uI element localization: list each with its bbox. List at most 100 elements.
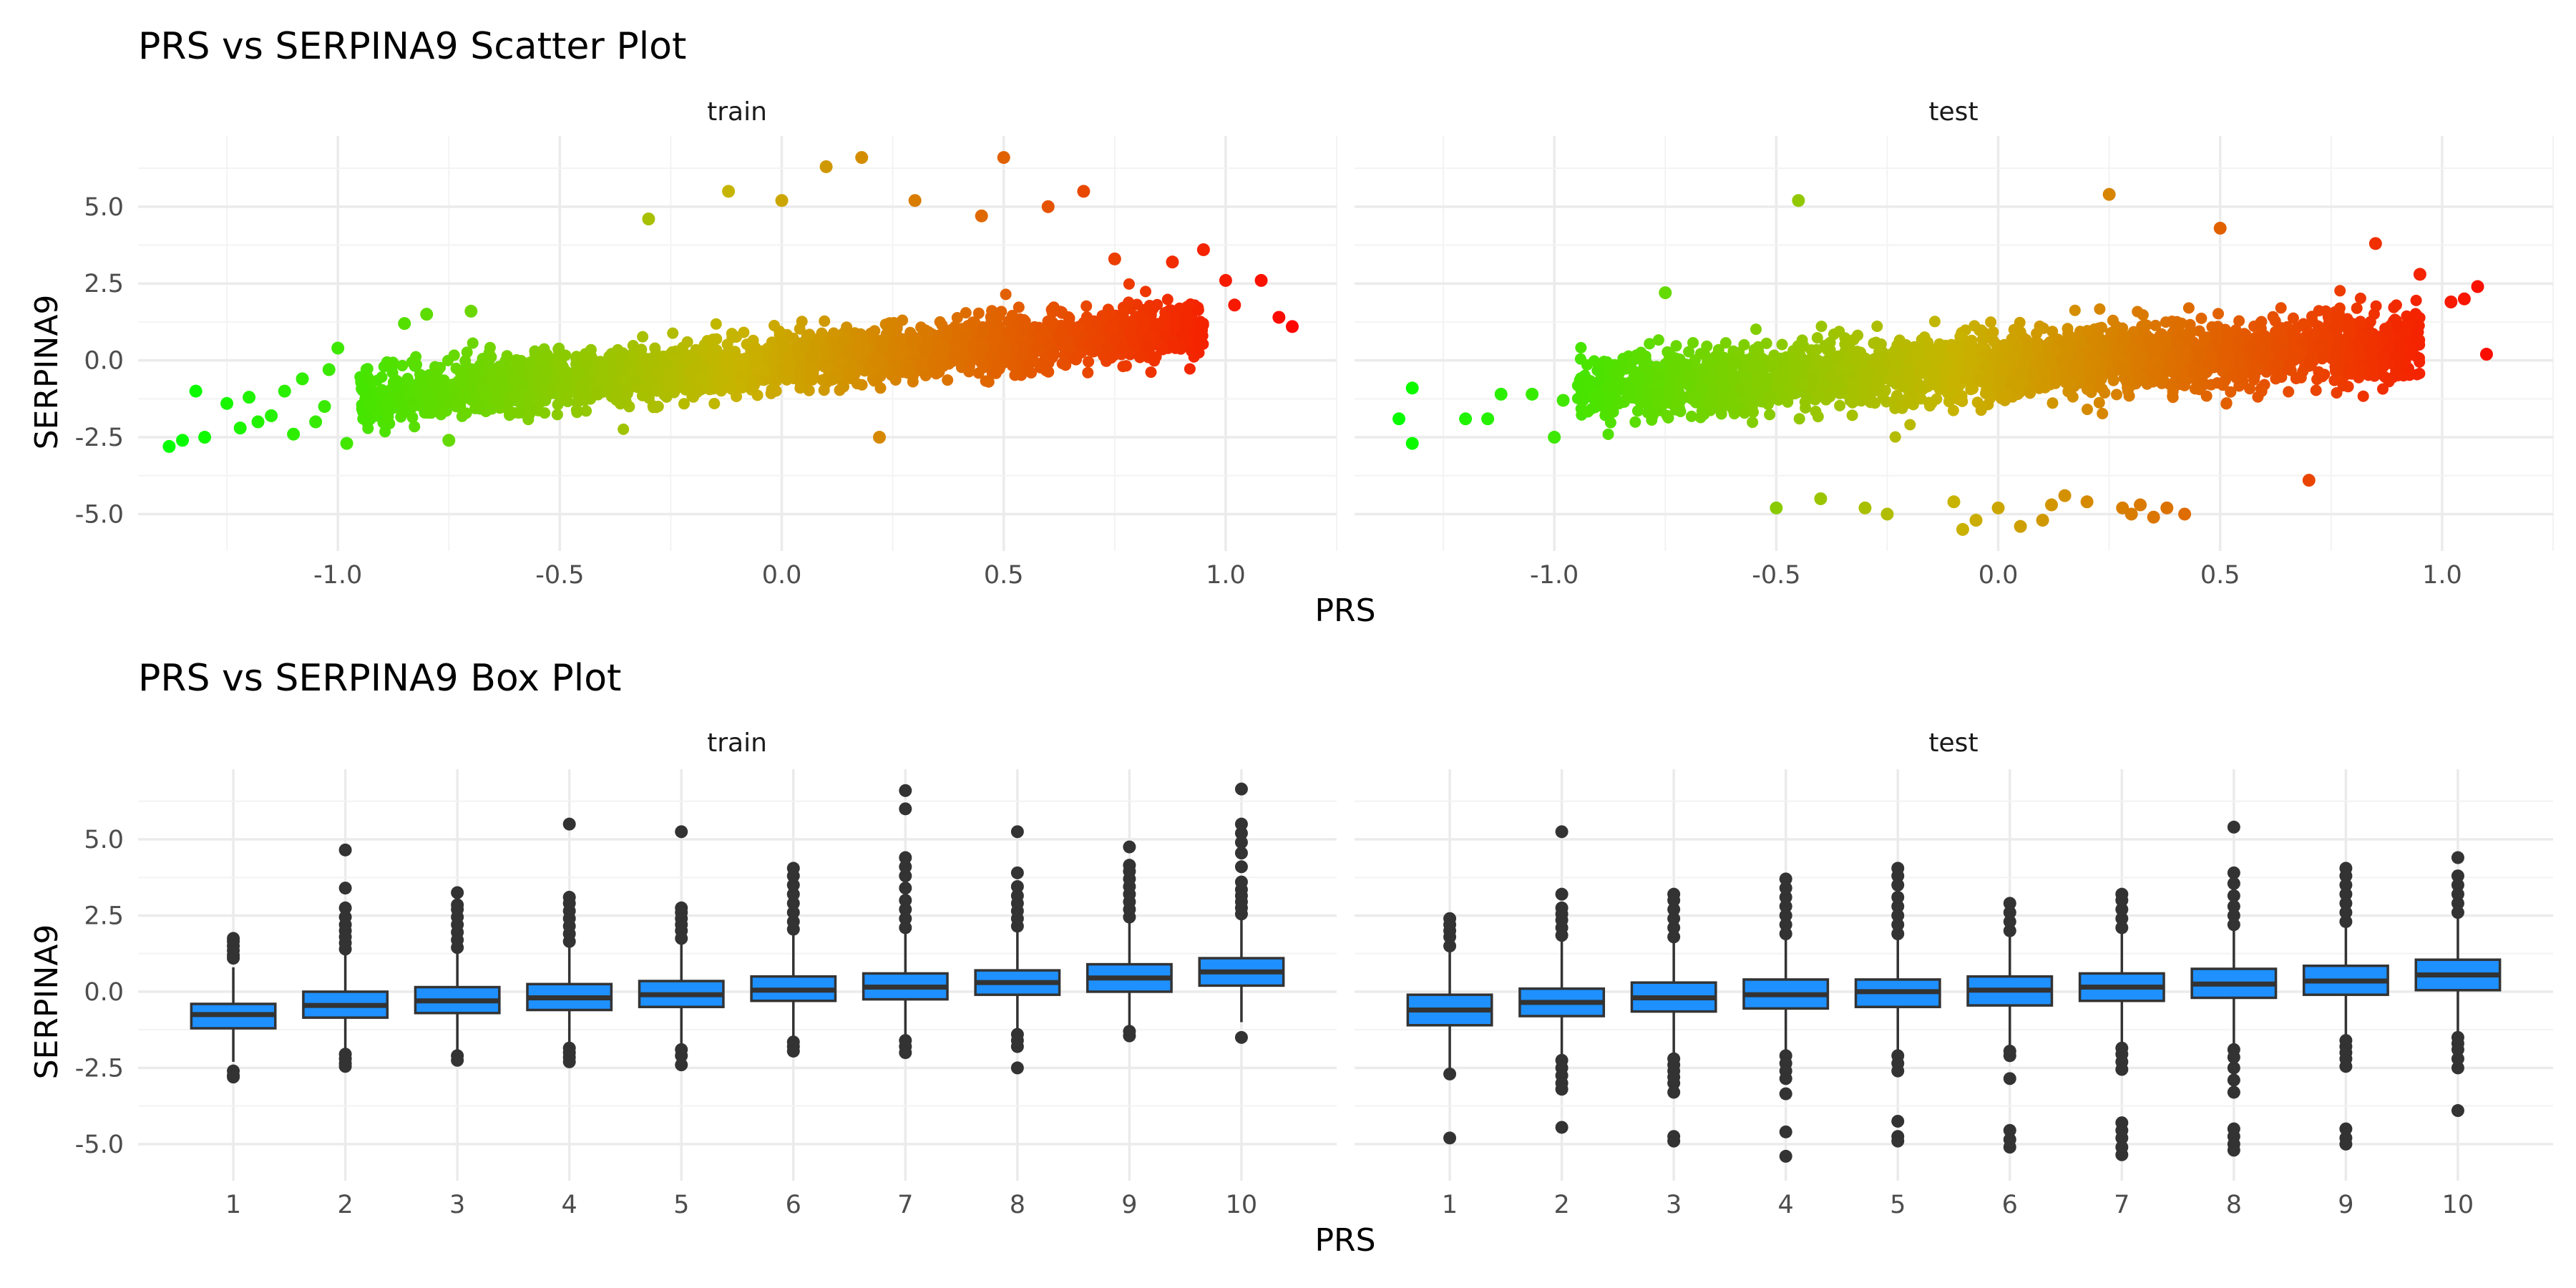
scatter-point	[1604, 416, 1616, 429]
scatter-point	[509, 389, 521, 401]
scatter-point	[364, 399, 376, 411]
scatter-point	[243, 391, 256, 404]
scatter-point	[651, 353, 663, 365]
scatter-point	[922, 328, 934, 341]
scatter-point	[874, 370, 887, 382]
scatter-point	[2162, 364, 2174, 376]
scatter-point	[1196, 243, 1210, 256]
scatter-point	[603, 350, 615, 362]
scatter-point	[1143, 342, 1156, 354]
scatter-point	[162, 439, 176, 453]
scatter-point	[382, 411, 394, 423]
scatter-point	[781, 374, 793, 386]
scatter-point	[596, 362, 608, 374]
scatter-point	[639, 381, 651, 394]
scatter-point	[660, 391, 673, 403]
scatter-point	[322, 363, 336, 376]
scatter-point	[615, 349, 627, 361]
scatter-point	[934, 316, 946, 328]
scatter-point	[2046, 397, 2059, 409]
scatter-point	[749, 341, 761, 353]
scatter-point	[430, 378, 442, 390]
scatter-point	[1679, 358, 1692, 370]
scatter-point	[851, 378, 863, 390]
scatter-point	[551, 409, 563, 421]
scatter-point	[625, 349, 638, 361]
scatter-point	[340, 436, 353, 450]
scatter-point	[508, 373, 520, 385]
scatter-point	[2410, 294, 2422, 306]
scatter-point	[2331, 323, 2343, 335]
scatter-point	[746, 379, 758, 391]
scatter-point	[557, 367, 570, 379]
scatter-point	[930, 336, 942, 348]
scatter-point	[189, 384, 203, 398]
scatter-point	[1148, 355, 1161, 367]
scatter-point	[1019, 316, 1031, 327]
scatter-point	[2217, 379, 2229, 391]
scatter-point	[1073, 321, 1085, 333]
scatter-point	[942, 374, 954, 386]
scatter-point	[482, 364, 494, 376]
scatter-point	[650, 401, 662, 414]
scatter-point	[666, 346, 678, 358]
scatter-point	[2137, 309, 2149, 321]
scatter-point	[1184, 363, 1196, 375]
scatter-point	[1670, 340, 1682, 352]
scatter-point	[806, 365, 819, 376]
scatter-y-tick-label: 0.0	[84, 347, 124, 376]
scatter-point	[458, 392, 470, 404]
scatter-point	[553, 346, 565, 357]
scatter-point	[678, 398, 690, 410]
scatter-point	[1158, 313, 1171, 325]
scatter-point	[1272, 311, 1286, 324]
scatter-point	[796, 316, 808, 328]
scatter-point	[409, 421, 421, 433]
scatter-point	[738, 326, 750, 338]
scatter-point	[2255, 385, 2268, 397]
scatter-point	[1602, 428, 1614, 440]
scatter-point	[1956, 393, 1968, 405]
scatter-point	[1080, 300, 1093, 312]
scatter-point	[1109, 334, 1121, 346]
scatter-point	[1117, 308, 1129, 320]
scatter-point	[2220, 398, 2233, 410]
scatter-point	[2171, 364, 2183, 376]
scatter-point	[986, 305, 998, 317]
scatter-point	[873, 355, 885, 367]
scatter-point	[1005, 326, 1017, 338]
scatter-point	[1169, 313, 1181, 325]
scatter-point	[1766, 356, 1778, 369]
scatter-point	[2283, 386, 2295, 398]
scatter-point	[1082, 366, 1094, 379]
scatter-point	[710, 318, 722, 330]
scatter-point	[278, 384, 291, 398]
scatter-point	[1764, 409, 1776, 421]
scatter-point	[555, 358, 567, 370]
scatter-panel-test: -1.0 -0.5 0.0 0.5 1.0	[1355, 136, 2554, 590]
scatter-point	[784, 357, 796, 369]
scatter-point	[1815, 321, 1828, 333]
scatter-point	[716, 385, 727, 397]
scatter-point	[2097, 408, 2109, 419]
scatter-point	[467, 337, 479, 349]
scatter-point	[1719, 337, 1732, 349]
scatter-point	[1591, 376, 1604, 389]
scatter-point	[2046, 326, 2059, 338]
scatter-point	[546, 387, 558, 399]
scatter-point	[1644, 338, 1656, 350]
scatter-point	[2105, 327, 2117, 338]
scatter-point	[1101, 341, 1113, 353]
scatter-point	[2122, 385, 2134, 397]
scatter-point	[808, 341, 820, 353]
scatter-point	[1013, 301, 1025, 313]
scatter-point	[887, 356, 899, 368]
scatter-point	[806, 374, 819, 386]
scatter-point	[626, 366, 638, 379]
scatter-point	[2095, 373, 2107, 385]
scatter-point	[220, 396, 234, 410]
scatter-point	[722, 185, 736, 198]
scatter-point	[775, 194, 789, 208]
scatter-point	[362, 422, 374, 434]
